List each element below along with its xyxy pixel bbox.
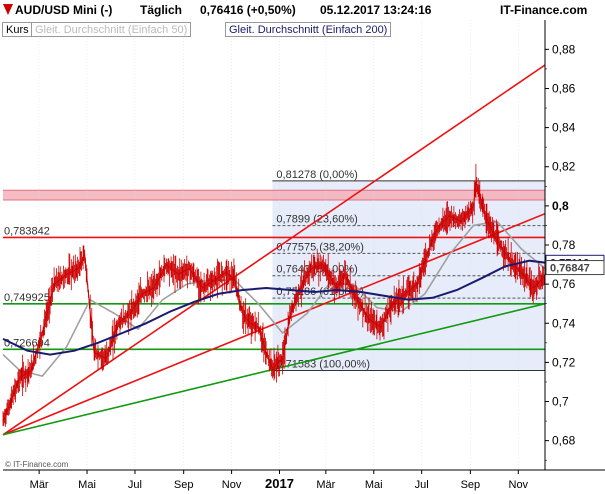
resistance-band [3, 190, 545, 200]
last-value-label: 0,76847 [550, 263, 590, 275]
quote-value: 0,76416 (+0,50%) [200, 3, 296, 17]
x-tick-label: 2017 [265, 476, 294, 491]
y-tick-label: 0,74 [552, 316, 576, 330]
fib-level-label: 0,71583 (100,00%) [276, 359, 370, 371]
trendline [2, 64, 546, 436]
legend-ma50[interactable]: Gleit. Durchschnitt (Einfach 50) [31, 22, 192, 37]
trendline [2, 212, 546, 436]
x-tick-label: Sep [174, 479, 194, 491]
x-tick-label: Mär [30, 479, 49, 491]
y-tick-label: 0,88 [552, 42, 576, 56]
down-arrow-icon [3, 4, 13, 15]
x-tick-label: Nov [509, 479, 529, 491]
period-label: Täglich [140, 3, 183, 17]
x-tick-label: Jul [128, 479, 142, 491]
y-axis-band [545, 20, 605, 470]
y-tick-label: 0,78 [552, 238, 576, 252]
x-tick-label: Sep [461, 479, 481, 491]
legend: Kurs Gleit. Durchschnitt (Einfach 50) Gl… [0, 20, 545, 40]
brand: IT-Finance.com [500, 3, 588, 17]
y-tick-label: 0,7 [552, 395, 569, 409]
y-tick-label: 0,72 [552, 355, 576, 369]
y-tick-label: 0,86 [552, 81, 576, 95]
y-tick-label: 0,84 [552, 121, 576, 135]
timestamp: 05.12.2017 13:24:16 [320, 3, 432, 17]
fib-level-label: 0,77575 (38,20%) [276, 241, 363, 253]
y-tick-label: 0,68 [552, 434, 576, 448]
price-line [2, 182, 546, 422]
horizontal-level-label: 0,749925 [4, 292, 50, 304]
x-tick-label: Mai [78, 479, 96, 491]
x-tick-label: Mai [365, 479, 383, 491]
x-tick-label: Nov [222, 479, 242, 491]
legend-kurs[interactable]: Kurs [2, 22, 33, 37]
y-tick-label: 0,82 [552, 160, 576, 174]
legend-ma200[interactable]: Gleit. Durchschnitt (Einfach 200) [225, 22, 392, 37]
copyright-text: © IT-Finance.com [5, 460, 69, 469]
fib-level-label: 0,81278 (0,00%) [276, 169, 357, 181]
instrument-name: AUD/USD Mini (-) [15, 3, 113, 17]
x-tick-label: Jul [415, 479, 429, 491]
horizontal-level-label: 0,783842 [4, 225, 50, 237]
ma200-line [2, 259, 546, 356]
y-tick-label: 0,8 [552, 199, 569, 213]
ma50-line [2, 220, 546, 378]
y-tick-label: 0,76 [552, 277, 576, 291]
last-value-box [545, 260, 605, 276]
x-tick-label: Mär [316, 479, 335, 491]
chart-header: AUD/USD Mini (-) Täglich 0,76416 (+0,50%… [0, 0, 605, 20]
